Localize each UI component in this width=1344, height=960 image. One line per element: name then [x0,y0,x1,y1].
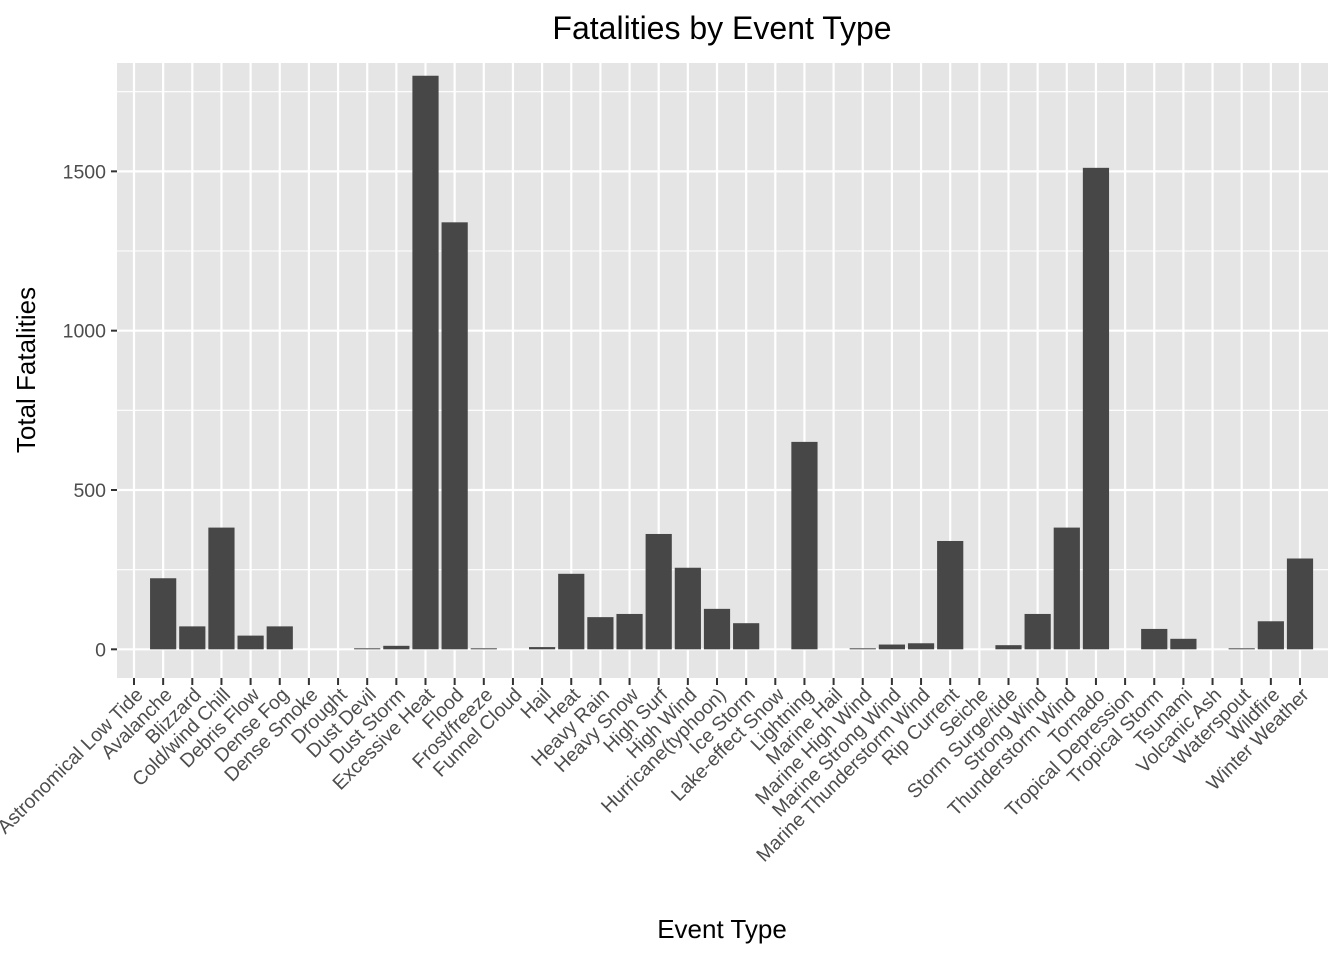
bar [1228,648,1255,650]
bar [558,573,585,650]
bar [645,533,672,650]
bar [937,540,964,650]
y-axis: 0 500 1000 1500 [63,161,117,661]
y-tick-label: 1500 [63,161,107,183]
bar [266,626,293,650]
y-axis-title: Total Fatalities [11,287,41,453]
bar [849,648,876,650]
bar [878,644,905,650]
bar [441,222,468,650]
bar [703,608,731,650]
y-tick-label: 1000 [63,321,107,343]
x-axis: Astronomical Low TideAvalancheBlizzardCo… [0,678,1314,866]
bar [907,643,935,650]
bar [674,567,701,650]
bars [150,75,1314,650]
y-tick-label: 500 [73,480,106,502]
x-axis-title: Event Type [657,914,787,944]
bar [1024,613,1051,650]
bar [1053,527,1080,650]
bar [354,648,381,650]
bar [179,626,206,650]
bar [1141,628,1168,650]
plot-panel [117,63,1328,678]
bar [1286,558,1314,650]
bar [412,75,439,650]
bar [150,578,177,650]
bar [208,527,235,650]
bar [733,623,760,650]
bar [383,645,410,650]
bar [791,441,818,650]
bar [1257,621,1284,650]
x-tick-label: Astronomical Low Tide [0,684,148,838]
bar [470,648,497,650]
bar [616,613,643,650]
bar [587,617,614,650]
bar [1170,638,1197,650]
bar [529,647,556,650]
bar [1082,167,1110,650]
chart-title: Fatalities by Event Type [552,10,891,46]
grid [117,63,1328,678]
bar [237,635,264,650]
bar [995,645,1022,650]
y-tick-label: 0 [95,639,106,661]
